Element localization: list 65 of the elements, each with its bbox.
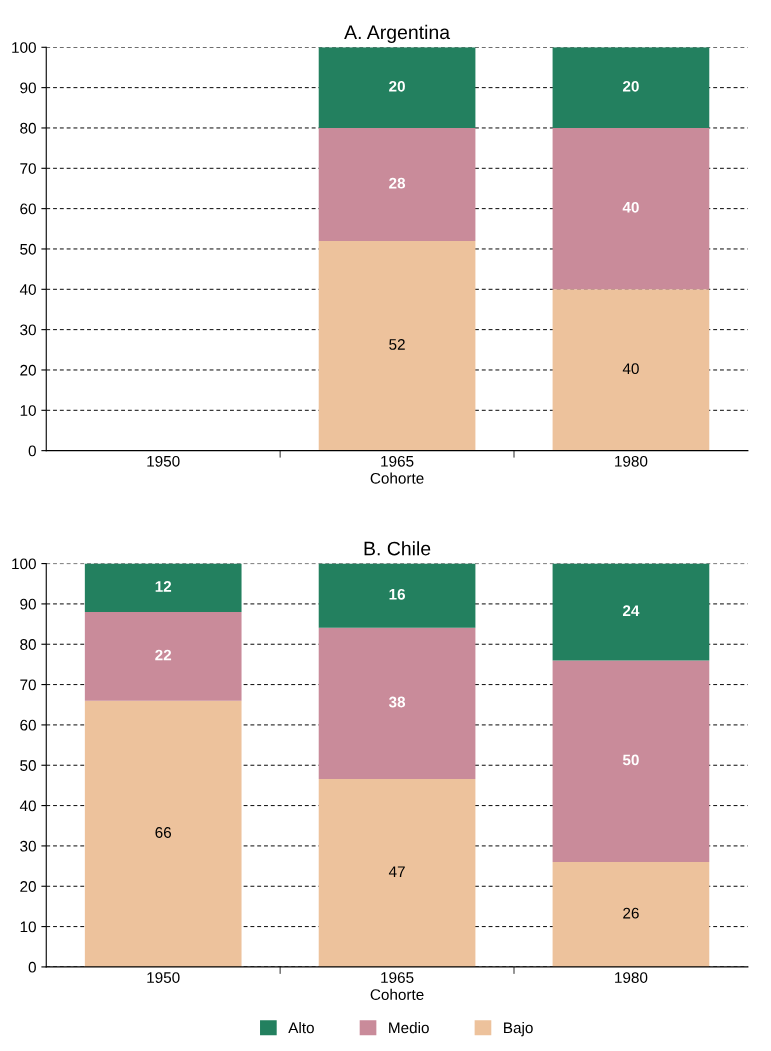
x-tick-label: 1950 bbox=[147, 972, 180, 983]
y-tick-label: 40 bbox=[19, 800, 36, 812]
bar bbox=[318, 240, 476, 451]
y-tick-label: 100 bbox=[12, 42, 36, 53]
data-label: 24 bbox=[622, 605, 640, 616]
data-label: 52 bbox=[389, 339, 405, 350]
x-axis-title: Cohorte bbox=[370, 472, 424, 484]
bar bbox=[552, 862, 710, 967]
data-label: 50 bbox=[622, 754, 639, 766]
y-tick-label: 50 bbox=[20, 760, 36, 771]
bar bbox=[318, 627, 476, 779]
y-tick-label: 30 bbox=[20, 324, 36, 336]
bar bbox=[84, 700, 242, 967]
data-label: 47 bbox=[388, 866, 405, 877]
y-tick-label: 90 bbox=[20, 598, 36, 610]
data-label: 40 bbox=[622, 201, 639, 213]
legend-label: Alto bbox=[288, 1022, 314, 1034]
y-tick-label: 0 bbox=[28, 445, 36, 457]
bar bbox=[552, 563, 710, 661]
data-label: 38 bbox=[388, 696, 406, 708]
y-tick-label: 10 bbox=[20, 405, 36, 416]
bar bbox=[318, 127, 476, 241]
legend-label: Medio bbox=[389, 1022, 429, 1034]
chart-title: B. Chile bbox=[364, 541, 431, 556]
x-tick-label: 1980 bbox=[615, 455, 648, 467]
y-tick-label: 80 bbox=[20, 122, 36, 134]
y-tick-label: 50 bbox=[20, 243, 36, 255]
data-label: 40 bbox=[622, 363, 639, 375]
x-tick-label: 1965 bbox=[381, 972, 414, 983]
y-tick-label: 70 bbox=[20, 163, 36, 174]
data-label: 28 bbox=[389, 177, 406, 189]
data-label: 16 bbox=[389, 588, 406, 600]
data-label: 12 bbox=[155, 581, 172, 592]
data-label: 22 bbox=[155, 649, 172, 661]
data-label: 20 bbox=[622, 80, 639, 92]
chart-title: A. Argentina bbox=[344, 24, 451, 43]
bar bbox=[84, 611, 242, 701]
y-tick-label: 100 bbox=[12, 558, 36, 570]
bar bbox=[552, 127, 710, 290]
bar bbox=[318, 563, 476, 628]
y-tick-label: 60 bbox=[20, 719, 36, 731]
bar bbox=[318, 778, 476, 967]
y-tick-label: 70 bbox=[20, 679, 36, 691]
x-tick-label: 1965 bbox=[381, 455, 414, 467]
legend-label: Bajo bbox=[504, 1022, 533, 1037]
data-label: 26 bbox=[623, 907, 639, 919]
y-tick-label: 40 bbox=[19, 284, 36, 295]
bar bbox=[318, 47, 476, 128]
bar bbox=[552, 289, 710, 451]
bar bbox=[84, 563, 242, 612]
y-tick-label: 80 bbox=[20, 639, 36, 650]
y-tick-label: 20 bbox=[20, 364, 36, 376]
y-tick-label: 60 bbox=[20, 203, 36, 215]
x-axis-title: Cohorte bbox=[370, 988, 424, 1001]
x-tick-label: 1980 bbox=[615, 972, 648, 983]
y-tick-label: 0 bbox=[28, 961, 36, 973]
data-label: 66 bbox=[155, 827, 172, 838]
data-label: 20 bbox=[389, 80, 405, 92]
x-tick-label: 1950 bbox=[147, 455, 180, 467]
y-tick-label: 20 bbox=[20, 881, 36, 892]
y-tick-label: 30 bbox=[20, 840, 36, 852]
bar bbox=[552, 660, 710, 863]
y-tick-label: 90 bbox=[20, 82, 36, 94]
bar bbox=[552, 47, 710, 128]
y-tick-label: 10 bbox=[20, 921, 36, 933]
